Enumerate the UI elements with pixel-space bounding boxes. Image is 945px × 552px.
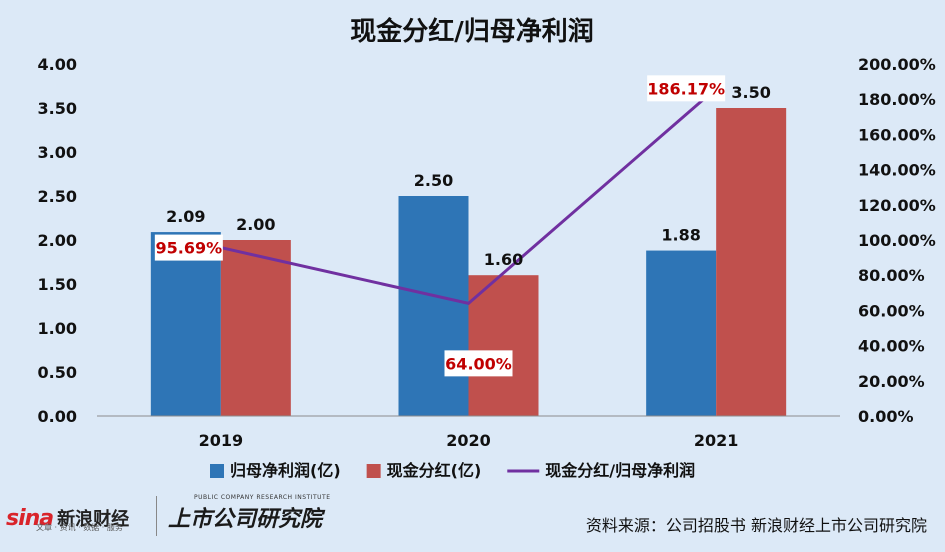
left-tick-label: 3.00 — [38, 143, 77, 162]
right-tick-label: 200.00% — [858, 55, 936, 74]
ratio-label-text: 186.17% — [647, 79, 725, 98]
ratio-label: 95.69% — [154, 234, 223, 261]
left-axis: 0.00 0.50 1.00 1.50 2.00 2.50 3.00 3.50 4.00 — [38, 55, 77, 426]
bar — [220, 240, 291, 416]
chart-title: 现金分红/归母净利润 — [350, 16, 594, 47]
source-note: 资料来源：公司招股书 新浪财经上市公司研究院 — [585, 516, 927, 535]
right-tick-label: 40.00% — [858, 337, 925, 356]
sina-subtitle: 文章 · 资讯 · 数据 · 服务 — [36, 523, 123, 532]
right-tick-label: 100.00% — [858, 231, 936, 250]
x-axis: 2019 2020 2021 — [97, 415, 840, 450]
legend-item: 现金分红(亿) — [366, 461, 482, 480]
bar — [646, 250, 717, 416]
left-tick-label: 0.00 — [38, 407, 77, 426]
institute-name: 上市公司研究院 — [168, 507, 323, 532]
left-tick-label: 3.50 — [38, 99, 77, 118]
right-tick-label: 0.00% — [858, 407, 914, 426]
right-tick-label: 120.00% — [858, 196, 936, 215]
right-tick-label: 80.00% — [858, 266, 925, 285]
sina-logo: sina — [6, 505, 54, 531]
bar-value-label: 2.00 — [236, 215, 275, 234]
left-tick-label: 4.00 — [38, 55, 77, 74]
bar-value-label: 1.88 — [661, 226, 700, 245]
bar — [150, 232, 221, 416]
ratio-label-box — [154, 234, 223, 261]
x-tick-label: 2021 — [694, 431, 739, 450]
legend-label: 现金分红/归母净利润 — [545, 461, 695, 480]
institute-english: PUBLIC COMPANY RESEARCH INSTITUTE — [194, 494, 331, 501]
ratio-label-box — [647, 75, 726, 102]
ratio-line — [220, 87, 718, 305]
legend-item: 现金分红/归母净利润 — [507, 461, 695, 480]
left-tick-label: 2.50 — [38, 187, 77, 206]
ratio-label-text: 64.00% — [445, 354, 512, 373]
legend-swatch — [366, 464, 381, 478]
bar — [468, 275, 539, 416]
legend-label: 现金分红(亿) — [387, 461, 482, 480]
bar-value-label: 2.50 — [414, 171, 453, 190]
right-tick-label: 160.00% — [858, 125, 936, 144]
sina-finance-name: 新浪财经 — [57, 509, 130, 530]
ratio-label-box — [444, 350, 513, 377]
x-tick-label: 2019 — [199, 431, 244, 450]
right-tick-label: 20.00% — [858, 372, 925, 391]
institute-brand: PUBLIC COMPANY RESEARCH INSTITUTE 上市公司研究… — [168, 494, 330, 533]
right-axis: 0.00% 20.00% 40.00% 60.00% 80.00% 100.00% 120.… — [858, 55, 936, 426]
brand-divider — [156, 496, 157, 536]
bar — [716, 108, 787, 416]
bar — [398, 196, 469, 416]
left-tick-label: 2.00 — [38, 231, 77, 250]
legend-item: 归母净利润(亿) — [210, 461, 341, 480]
ratio-label: 186.17% — [647, 75, 726, 102]
bar-value-label: 1.60 — [484, 250, 523, 269]
bars — [150, 108, 787, 416]
right-tick-label: 180.00% — [858, 90, 936, 109]
right-tick-label: 60.00% — [858, 301, 925, 320]
footer: sina 新浪财经 文章 · 资讯 · 数据 · 服务 PUBLIC COMPA… — [0, 490, 945, 552]
bar-value-label: 3.50 — [731, 83, 770, 102]
data-labels: 2.09 2.00 2.50 1.60 1.88 3.50 95.69% 64.00% 186.… — [154, 75, 771, 377]
legend: 归母净利润(亿) 现金分红(亿) 现金分红/归母净利润 — [210, 461, 695, 480]
x-tick-label: 2020 — [446, 431, 491, 450]
left-tick-label: 1.50 — [38, 275, 77, 294]
right-tick-label: 140.00% — [858, 161, 936, 180]
bar-value-label: 2.09 — [166, 207, 205, 226]
sina-brand: sina 新浪财经 — [6, 498, 129, 538]
left-tick-label: 0.50 — [38, 363, 77, 382]
ratio-label: 64.00% — [444, 350, 513, 377]
legend-swatch — [210, 464, 224, 478]
ratio-line-path — [220, 87, 718, 305]
legend-label: 归母净利润(亿) — [230, 461, 341, 480]
ratio-label-text: 95.69% — [156, 239, 223, 258]
left-tick-label: 1.00 — [38, 319, 77, 338]
